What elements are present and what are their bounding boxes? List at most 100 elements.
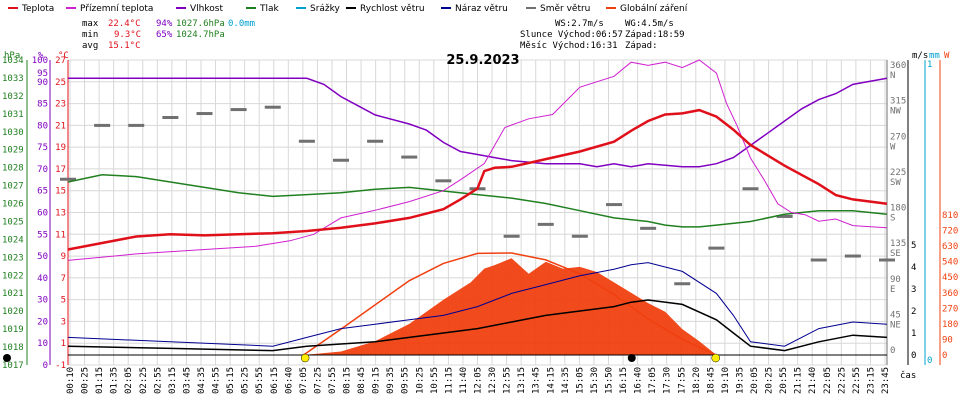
- direction-mark: [674, 282, 691, 286]
- x-tick-label: 22:25: [837, 367, 847, 394]
- info-ws: WS:2.7m/s: [555, 19, 604, 29]
- direction-tick-name: N: [890, 71, 895, 81]
- pressure-tick: 1032: [2, 92, 24, 102]
- x-tick-label: 06:15: [270, 367, 280, 394]
- direction-mark: [333, 158, 349, 162]
- x-tick-label: 20:55: [779, 367, 789, 394]
- stat-min-temp: 9.3°C: [114, 30, 141, 40]
- temperature-tick: 19: [55, 143, 66, 153]
- stat-avg-temp: 15.1°C: [108, 41, 141, 51]
- x-tick-label: 14:15: [546, 367, 556, 394]
- stat-avg-label: avg: [82, 41, 98, 51]
- humidity-tick: 60: [37, 209, 48, 219]
- stat-max-hum: 94%: [156, 19, 173, 29]
- pressure-tick: 1022: [2, 271, 24, 281]
- legend-label: Teplota: [21, 4, 54, 14]
- x-tick-label: 05:15: [226, 367, 236, 394]
- direction-mark: [60, 177, 76, 181]
- x-tick-label: 09:15: [372, 367, 382, 394]
- temperature-unit: °C: [58, 51, 69, 61]
- x-tick-label: 16:15: [619, 367, 629, 394]
- direction-tick: 180: [890, 204, 906, 214]
- direction-mark: [537, 222, 554, 226]
- pressure-tick: 1029: [2, 146, 24, 156]
- x-tick-label: 06:40: [284, 367, 294, 394]
- x-tick-label: 04:35: [197, 367, 207, 394]
- temperature-tick: 3: [61, 317, 66, 327]
- temperature-tick: 15: [55, 187, 66, 197]
- x-tick-label: 04:55: [212, 367, 222, 394]
- x-tick-label: 20:05: [750, 367, 760, 394]
- pressure-tick: 1031: [2, 110, 24, 120]
- chart-legend: Teplota Přízemní teplota Vlhkost Tlak Srážky…: [8, 4, 688, 14]
- chart-title: 25.9.2023: [446, 53, 519, 68]
- radiation-area: [303, 258, 717, 355]
- gust-line: [67, 262, 888, 347]
- wind-tick: 0: [911, 351, 916, 361]
- x-tick-label: 05:25: [241, 367, 251, 394]
- radiation-tick: 360: [942, 289, 958, 299]
- direction-tick-name: NW: [890, 107, 901, 117]
- x-tick-label: 03:45: [182, 367, 192, 394]
- legend-label: Rychlost větru: [360, 4, 425, 14]
- humidity-tick: 50: [37, 252, 48, 262]
- pressure-unit: hPa: [4, 51, 20, 61]
- direction-tick-name: S: [890, 214, 895, 224]
- x-tick-label: 09:55: [401, 367, 411, 394]
- x-axis-label: čas: [900, 370, 916, 381]
- x-tick-label: 17:30: [663, 367, 673, 394]
- humidity-tick: 70: [37, 165, 48, 175]
- temperature-tick: 25: [55, 78, 66, 88]
- x-tick-label: 10:55: [430, 367, 440, 394]
- pressure-line: [67, 174, 888, 228]
- x-tick-label: 13:15: [517, 367, 527, 394]
- radiation-tick: 180: [942, 320, 958, 330]
- direction-mark: [810, 258, 827, 262]
- temperature-tick: 1: [61, 339, 66, 349]
- rain-tick: 0: [927, 356, 932, 366]
- x-tick-label: 01:35: [110, 367, 120, 394]
- humidity-tick: 20: [37, 317, 48, 327]
- stat-max-label: max: [82, 19, 99, 29]
- direction-tick: 135: [890, 239, 906, 249]
- x-tick-label: 01:15: [95, 367, 105, 394]
- x-tick-label: 03:15: [168, 367, 178, 394]
- x-tick-label: 17:05: [648, 367, 658, 394]
- temperature-tick: 21: [55, 121, 66, 131]
- stat-min-hum: 65%: [156, 30, 173, 40]
- radiation-tick: 270: [942, 304, 958, 314]
- x-tick-label: 10:25: [415, 367, 425, 394]
- wind-unit: m/s: [912, 51, 928, 61]
- x-tick-label: 14:35: [561, 367, 571, 394]
- x-tick-label: 00:10: [66, 367, 76, 394]
- humidity-tick: 80: [37, 121, 48, 131]
- x-tick-label: 16:40: [634, 367, 644, 394]
- stat-rain: 0.0mm: [228, 19, 255, 29]
- direction-mark: [264, 105, 281, 109]
- direction-mark: [708, 246, 725, 250]
- x-tick-label: 15:05: [575, 367, 585, 394]
- direction-tick-name: SW: [890, 178, 901, 188]
- x-tick-label: 11:15: [444, 367, 454, 394]
- direction-mark: [571, 234, 588, 238]
- x-tick-label: 07:55: [328, 367, 338, 394]
- x-tick-label: 07:25: [313, 367, 323, 394]
- pressure-tick: 1030: [2, 128, 24, 138]
- direction-mark: [298, 139, 315, 143]
- humidity-line: [68, 77, 888, 168]
- direction-mark: [879, 258, 895, 262]
- axes: 00:10 00:25 01:15 01:35 02:05 02:25 02:55 03:15…: [2, 56, 958, 394]
- humidity-tick: 75: [37, 143, 48, 153]
- humidity-tick: 30: [37, 296, 48, 306]
- direction-tick-name: E: [890, 285, 895, 295]
- direction-mark: [742, 187, 759, 191]
- pressure-tick: 1026: [2, 200, 24, 210]
- radiation-tick: 540: [942, 258, 958, 268]
- x-tick-label: 13:45: [532, 367, 542, 394]
- x-tick-label: 18:45: [706, 367, 716, 394]
- direction-tick-name: W: [890, 142, 896, 152]
- pressure-tick: 1019: [2, 325, 24, 335]
- x-tick-label: 02:05: [124, 367, 134, 394]
- info-block: WS:2.7m/s WG:4.5m/s Slunce Východ:06:57 …: [520, 19, 685, 51]
- info-sun-set: Západ:18:59: [625, 30, 685, 40]
